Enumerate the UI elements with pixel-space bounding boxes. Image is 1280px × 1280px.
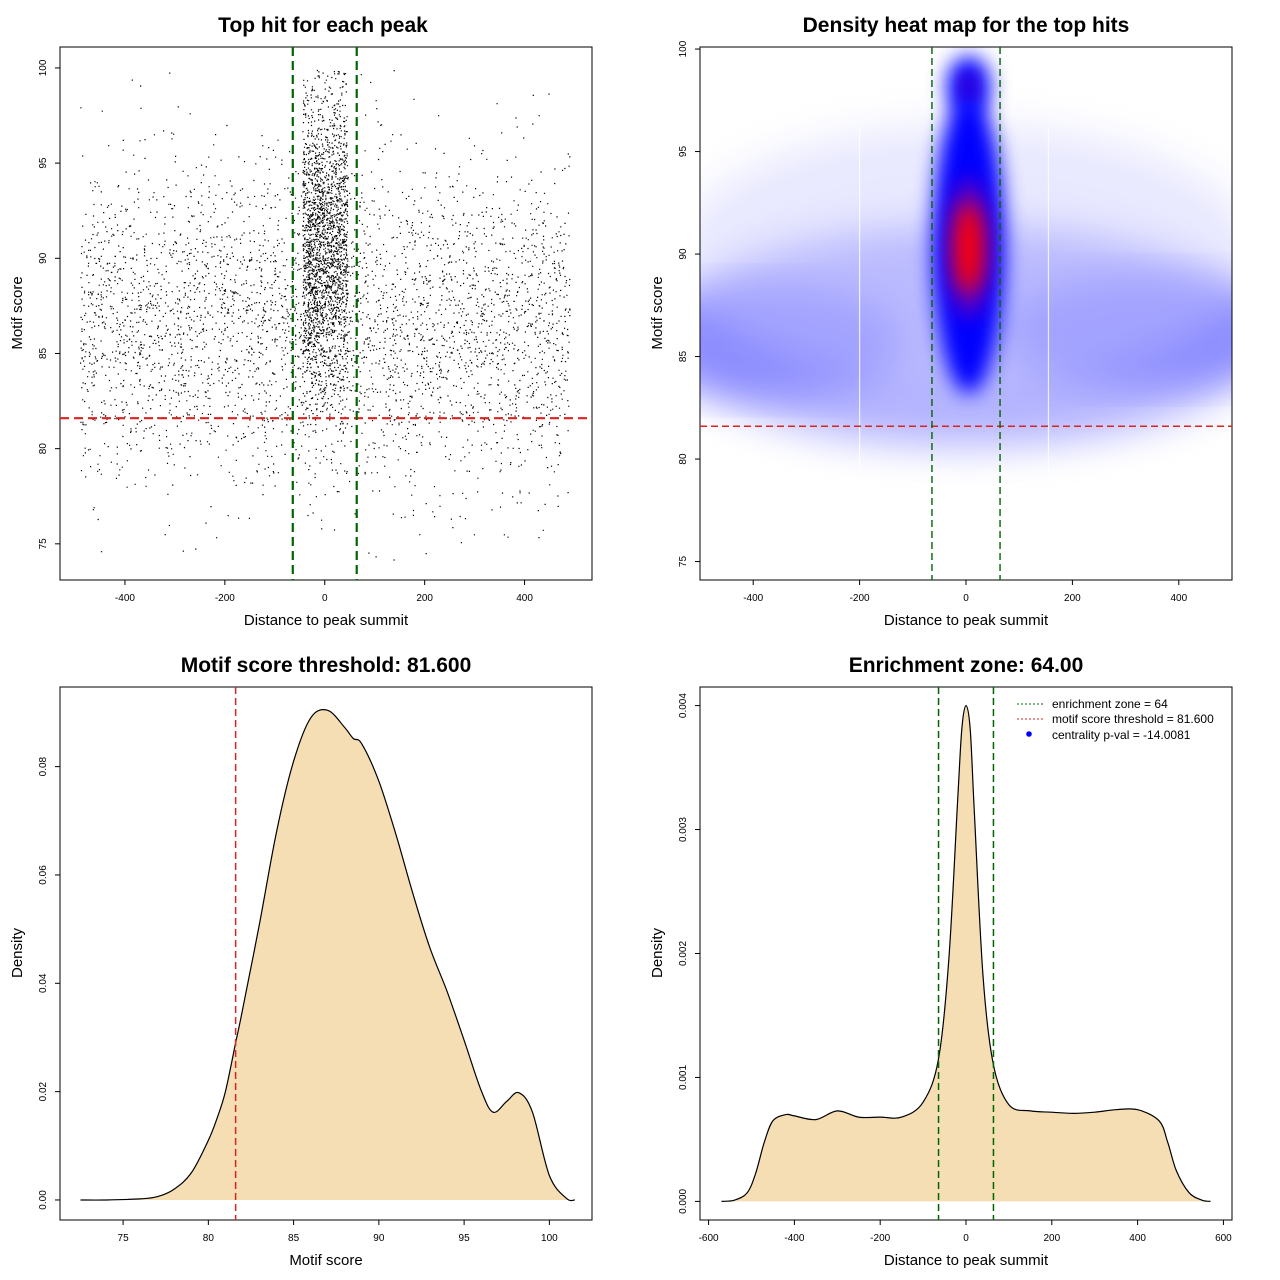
x-tick-label: -400 <box>784 1233 804 1244</box>
y-tick-label: 100 <box>38 59 49 76</box>
x-tick-label: -400 <box>115 593 135 604</box>
x-axis: -400 -200 0 200 400 <box>743 579 1188 604</box>
x-tick-label: 80 <box>203 1233 215 1244</box>
y-tick-label: 80 <box>678 453 689 465</box>
x-axis-label: Distance to peak summit <box>244 612 409 629</box>
y-tick-label: 75 <box>38 538 49 550</box>
density-area <box>721 704 1211 1202</box>
y-tick-label: 0.003 <box>678 817 689 842</box>
y-tick-label: 75 <box>678 556 689 568</box>
heatmap-density <box>700 55 1232 500</box>
scatter-points <box>80 69 571 561</box>
panel-density-heatmap: Density heat map for the top hits -400 -2… <box>649 14 1233 629</box>
reference-lines <box>60 47 592 580</box>
density-curve <box>721 704 1211 1202</box>
y-tick-label: 85 <box>38 347 49 359</box>
x-tick-label: 95 <box>459 1233 471 1244</box>
density-fill <box>721 705 1211 1202</box>
y-tick-label: 85 <box>678 351 689 363</box>
chart-title: Density heat map for the top hits <box>803 14 1130 37</box>
y-axis: 75 80 85 90 95 100 <box>38 59 61 550</box>
x-tick-label: 90 <box>373 1233 385 1244</box>
panel-top-hit-scatter: Top hit for each peak -400 -200 0 200 400 75… <box>9 14 593 629</box>
legend-label-pval: centrality p-val = -14.0081 <box>1052 728 1191 742</box>
reference-lines <box>937 687 995 1220</box>
x-tick-label: 200 <box>416 593 433 604</box>
y-tick-label: 0.001 <box>678 1065 689 1090</box>
chart-title: Motif score threshold: 81.600 <box>181 654 472 677</box>
x-axis-label: Distance to peak summit <box>884 612 1049 629</box>
y-tick-label: 0.08 <box>38 756 49 776</box>
density-fill <box>80 709 575 1201</box>
density-peak <box>954 202 983 293</box>
y-axis-label: Density <box>9 927 26 978</box>
density-curve <box>80 709 576 1202</box>
x-tick-label: 200 <box>1064 593 1081 604</box>
y-axis-label: Motif score <box>649 276 666 349</box>
legend: enrichment zone = 64 motif score thresho… <box>1017 697 1214 742</box>
y-axis: 0.000 0.001 0.002 0.003 0.004 <box>678 693 701 1214</box>
y-axis: 0.00 0.02 0.04 0.06 0.08 <box>38 756 61 1210</box>
legend-label-threshold: motif score threshold = 81.600 <box>1052 712 1214 726</box>
x-axis-label: Distance to peak summit <box>884 1252 1049 1269</box>
x-tick-label: 0 <box>322 593 328 604</box>
heatmap-area <box>700 47 1232 580</box>
x-tick-label: -200 <box>850 593 870 604</box>
x-tick-label: 100 <box>541 1233 558 1244</box>
x-tick-label: 85 <box>288 1233 300 1244</box>
density-top-core <box>961 76 976 95</box>
x-tick-label: 200 <box>1043 1233 1060 1244</box>
x-tick-label: 0 <box>963 1233 969 1244</box>
x-tick-label: -200 <box>870 1233 890 1244</box>
x-axis: 75 80 85 90 95 100 <box>118 1219 558 1244</box>
x-tick-label: -400 <box>743 593 763 604</box>
y-axis-label: Density <box>649 927 666 978</box>
y-tick-label: 0.02 <box>38 1081 49 1101</box>
y-tick-label: 95 <box>678 146 689 158</box>
legend-label-zone: enrichment zone = 64 <box>1052 697 1168 711</box>
x-tick-label: 400 <box>1170 593 1187 604</box>
x-axis: -600 -400 -200 0 200 400 600 <box>699 1219 1232 1244</box>
y-axis: 75 80 85 90 95 100 <box>678 40 701 568</box>
scatter-point-cloud <box>80 69 571 561</box>
chart-title: Enrichment zone: 64.00 <box>849 654 1084 677</box>
x-tick-label: 600 <box>1215 1233 1232 1244</box>
y-tick-label: 0.002 <box>678 941 689 966</box>
y-tick-label: 90 <box>38 252 49 264</box>
x-axis-label: Motif score <box>289 1252 362 1269</box>
y-tick-label: 90 <box>678 248 689 260</box>
y-axis-label: Motif score <box>9 276 26 349</box>
legend-swatch-pval <box>1026 731 1032 737</box>
y-tick-label: 0.06 <box>38 865 49 885</box>
y-tick-label: 0.000 <box>678 1188 689 1213</box>
x-tick-label: -600 <box>699 1233 719 1244</box>
chart-title: Top hit for each peak <box>218 14 428 37</box>
y-tick-label: 100 <box>678 40 689 57</box>
reference-lines <box>700 47 1232 580</box>
x-tick-label: 0 <box>963 593 969 604</box>
x-tick-label: 400 <box>1129 1233 1146 1244</box>
x-tick-label: -200 <box>215 593 235 604</box>
y-tick-label: 0.00 <box>38 1190 49 1210</box>
x-axis: -400 -200 0 200 400 <box>115 579 533 604</box>
y-tick-label: 80 <box>38 443 49 455</box>
x-tick-label: 400 <box>516 593 533 604</box>
y-tick-label: 0.04 <box>38 973 49 993</box>
x-tick-label: 75 <box>118 1233 130 1244</box>
panel-distance-density: Enrichment zone: 64.00 -600 -400 -200 0 200 4… <box>649 654 1233 1269</box>
y-tick-label: 95 <box>38 157 49 169</box>
panel-score-density: Motif score threshold: 81.600 75 80 85 90 95… <box>9 654 593 1269</box>
density-area <box>80 709 576 1202</box>
y-tick-label: 0.004 <box>678 693 689 718</box>
